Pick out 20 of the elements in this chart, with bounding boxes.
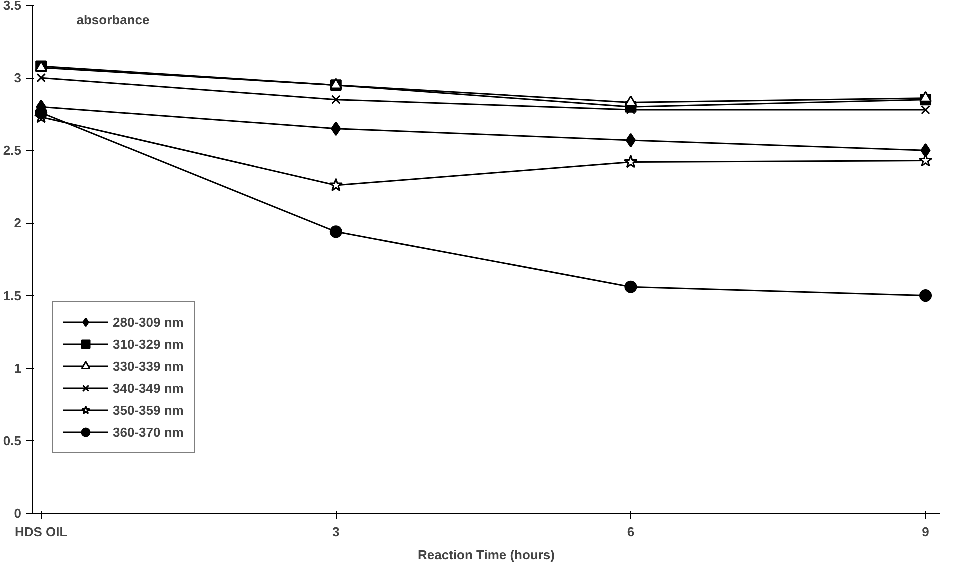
y-tick-label: 1 (14, 360, 22, 376)
y-tick-label: 1.5 (3, 288, 22, 304)
x-tick-label: 3 (332, 524, 340, 540)
legend-label: 330-339 nm (113, 358, 184, 374)
x-tick-label: 6 (627, 524, 635, 540)
legend-label: 310-329 nm (113, 336, 184, 352)
y-tick-label: 0 (14, 506, 22, 521)
y-tick-label: 3 (14, 70, 22, 86)
legend-label: 340-349 nm (113, 380, 184, 396)
y-tick-label: 3.5 (3, 0, 22, 13)
y-tick-label: 2 (14, 216, 22, 231)
y-axis-title: absorbance (76, 12, 150, 28)
y-tick-label: 2.5 (3, 143, 22, 158)
legend-label: 280-309 nm (113, 314, 184, 330)
legend-label: 350-359 nm (113, 402, 184, 418)
y-tick-label: 0.5 (3, 433, 22, 448)
x-tick-label: 9 (922, 524, 930, 540)
x-axis-title: Reaction Time (hours) (418, 548, 556, 562)
legend-label: 360-370 nm (113, 424, 184, 440)
x-tick-label: HDS OIL (14, 524, 68, 540)
